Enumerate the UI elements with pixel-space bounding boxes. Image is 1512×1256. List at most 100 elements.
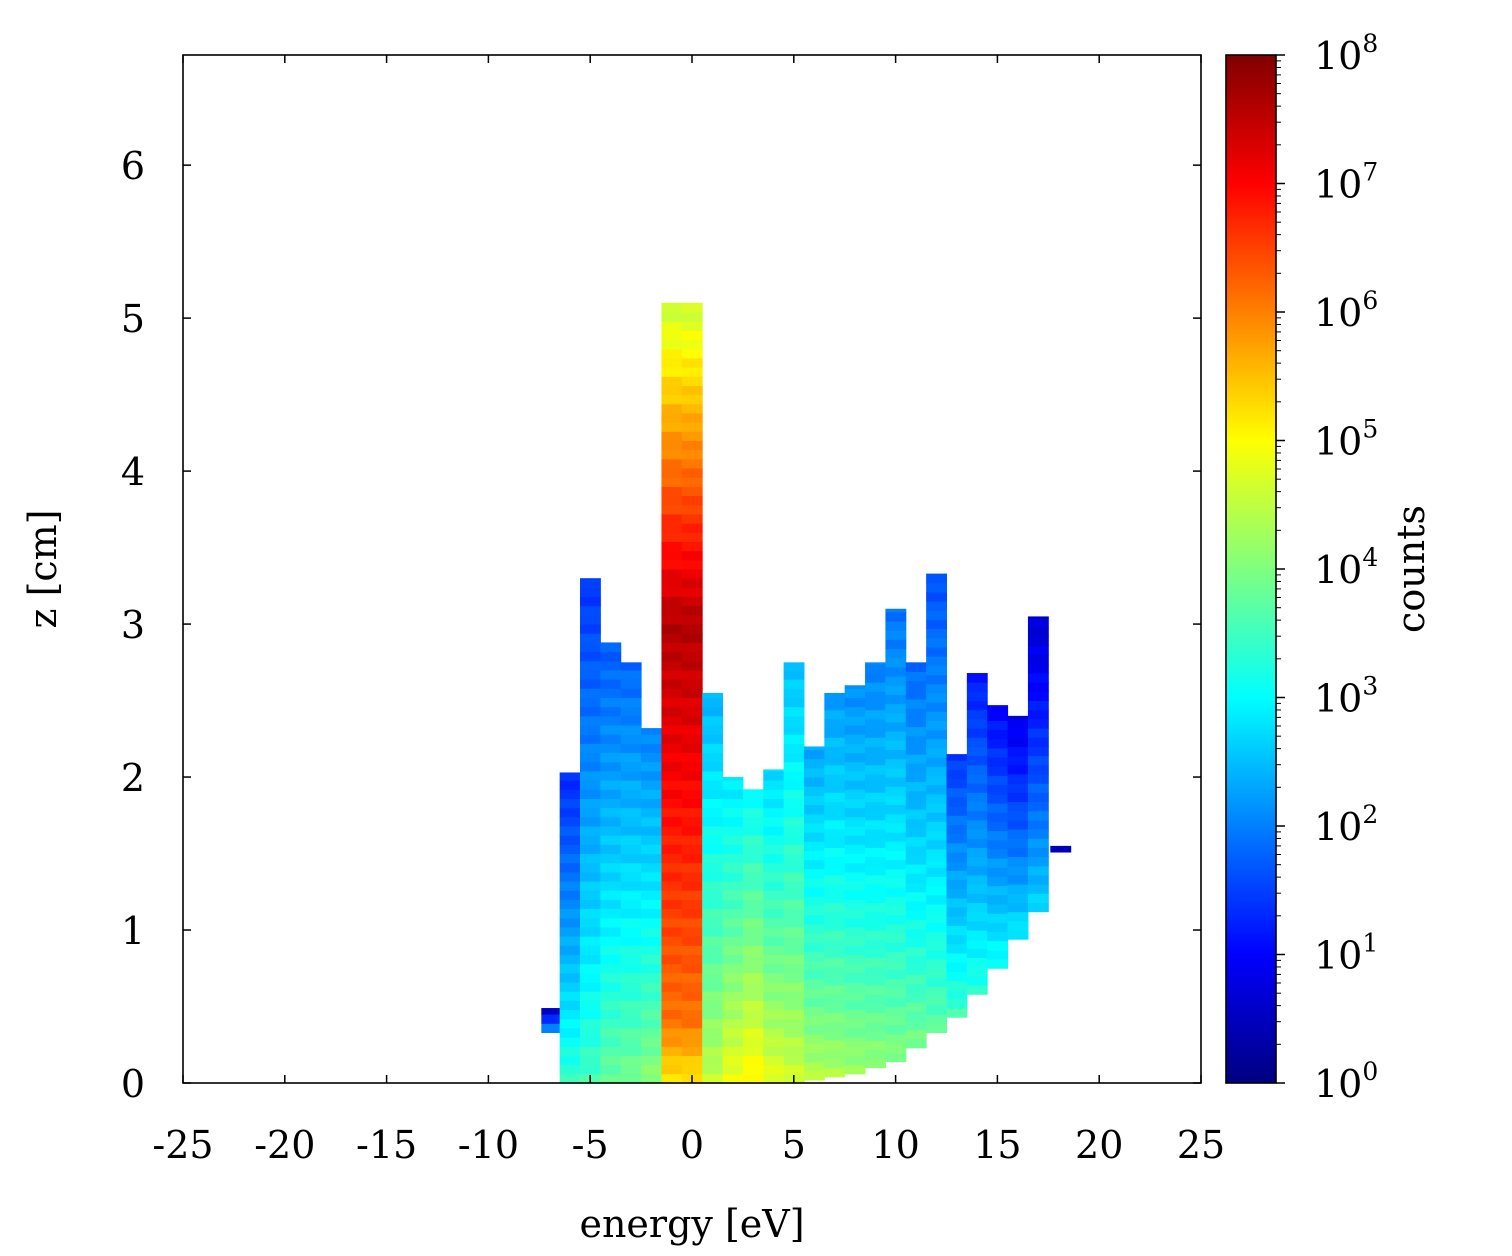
heatmap-cell [661, 376, 683, 386]
heatmap-cell [966, 764, 988, 775]
heatmap-cell [905, 662, 927, 672]
heatmap-cell [865, 662, 886, 665]
heatmap-cell [580, 844, 601, 855]
heatmap-cell [600, 1037, 622, 1047]
heatmap-cell [681, 881, 703, 891]
heatmap-cell [661, 614, 683, 625]
heatmap-cell [742, 881, 764, 891]
heatmap-cell [844, 917, 866, 928]
heatmap-cell [702, 890, 724, 900]
heatmap-cell [559, 1037, 581, 1047]
heatmap-cell [580, 770, 601, 781]
heatmap-cell [722, 926, 744, 937]
heatmap-cell [905, 699, 927, 709]
heatmap-cell [620, 780, 642, 790]
heatmap-cell [824, 856, 846, 867]
heatmap-cell [844, 1018, 866, 1029]
heatmap-cell [926, 775, 947, 786]
heatmap-cell [763, 835, 785, 845]
heatmap-cell [702, 1027, 724, 1038]
heatmap-cell [661, 357, 683, 368]
heatmap-cell [763, 1018, 785, 1029]
heatmap-cell [661, 954, 683, 965]
heatmap-cell [783, 871, 805, 882]
heatmap-cell [661, 936, 683, 946]
heatmap-cell [1007, 930, 1029, 940]
heatmap-cell [702, 761, 724, 772]
heatmap-cell [844, 926, 866, 937]
heatmap-cell [1027, 700, 1049, 711]
heatmap-cell [865, 764, 886, 775]
heatmap-cell [600, 1000, 622, 1011]
heatmap-cell [661, 468, 683, 478]
heatmap-cell [926, 757, 947, 767]
heatmap-cell [803, 1015, 825, 1026]
heatmap-cell [885, 795, 907, 806]
heatmap-cell [926, 848, 947, 859]
heatmap-cell [824, 737, 846, 747]
heatmap-cell [966, 911, 988, 922]
heatmap-cell [763, 936, 785, 946]
heatmap-cell [783, 761, 805, 772]
heatmap-cell [783, 798, 805, 809]
heatmap-cell [702, 945, 724, 955]
heatmap-cell [620, 725, 642, 735]
heatmap-cell [620, 1027, 642, 1038]
heatmap-cell [1027, 819, 1049, 830]
heatmap-cell [966, 930, 988, 940]
heatmap-cell [885, 832, 907, 842]
heatmap-cell [763, 1027, 785, 1038]
heatmap-cell [946, 778, 968, 789]
heatmap-cell [681, 660, 703, 671]
heatmap-cell [1027, 865, 1049, 876]
heatmap-cell [905, 965, 927, 975]
heatmap-cell [600, 972, 622, 983]
heatmap-cell [600, 1027, 622, 1038]
heatmap-cell [865, 673, 886, 683]
heatmap-cell [987, 867, 1009, 877]
heatmap-cell [742, 982, 764, 992]
heatmap-cell [824, 709, 846, 720]
heatmap-cell [702, 853, 724, 864]
heatmap-cell [722, 798, 744, 809]
heatmap-cell [681, 468, 703, 478]
heatmap-cell [661, 697, 683, 708]
heatmap-cell [946, 842, 968, 853]
heatmap-cell [946, 833, 968, 844]
heatmap-cell [681, 871, 703, 882]
heatmap-cell [824, 718, 846, 729]
heatmap-cell [946, 806, 968, 816]
heatmap-cell [905, 873, 927, 884]
heatmap-cell [885, 749, 907, 760]
y-tick-label: 5 [121, 297, 145, 341]
heatmap-cell [681, 431, 703, 441]
heatmap-cell [559, 789, 581, 799]
heatmap-cell [661, 523, 683, 533]
heatmap-cell [661, 669, 683, 680]
heatmap-cell [580, 908, 601, 919]
heatmap-cell [783, 1046, 805, 1056]
heatmap-cell [600, 844, 622, 855]
heatmap-cell [803, 868, 825, 879]
heatmap-cell [783, 826, 805, 836]
heatmap-cell [926, 692, 947, 703]
heatmap-cell [885, 777, 907, 787]
heatmap-cell [905, 717, 927, 728]
heatmap-cell [885, 1015, 907, 1026]
heatmap-cell [824, 746, 846, 757]
colorbar [1225, 54, 1277, 1084]
heatmap-cell [844, 734, 866, 744]
heatmap-cell [681, 394, 703, 405]
heatmap-cell [620, 936, 642, 946]
x-tick-label: 0 [680, 1123, 704, 1167]
heatmap-cell [905, 680, 927, 691]
heatmap-cell [885, 630, 907, 640]
heatmap-cell [987, 705, 1009, 712]
heatmap-cell [661, 853, 683, 864]
heatmap-cell [1007, 920, 1029, 931]
heatmap-cell [905, 1001, 927, 1012]
heatmap-cell [580, 1037, 601, 1047]
heatmap-cell [966, 939, 988, 949]
heatmap-cell [926, 995, 947, 1006]
heatmap-cell [702, 734, 724, 744]
